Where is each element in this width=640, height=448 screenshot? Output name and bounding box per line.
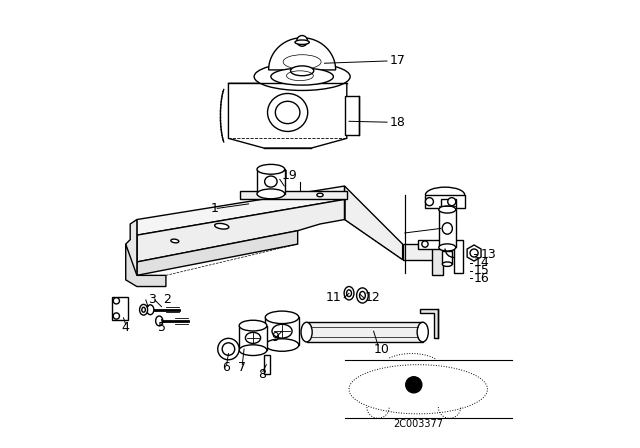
- Ellipse shape: [257, 164, 285, 174]
- Bar: [239, 326, 267, 350]
- Ellipse shape: [257, 189, 285, 199]
- Ellipse shape: [301, 322, 312, 342]
- Bar: [439, 210, 456, 247]
- Ellipse shape: [275, 101, 300, 124]
- Circle shape: [422, 241, 428, 247]
- Text: 7: 7: [238, 361, 246, 375]
- Ellipse shape: [295, 40, 309, 44]
- Polygon shape: [125, 244, 166, 287]
- Ellipse shape: [266, 339, 299, 351]
- Text: 4: 4: [121, 321, 129, 334]
- Ellipse shape: [265, 176, 277, 187]
- Ellipse shape: [360, 292, 365, 299]
- Polygon shape: [425, 195, 465, 208]
- Ellipse shape: [222, 343, 235, 355]
- Ellipse shape: [291, 66, 314, 76]
- Bar: [264, 355, 271, 374]
- Text: 2: 2: [163, 293, 171, 306]
- Text: 18: 18: [389, 116, 405, 129]
- Circle shape: [426, 198, 433, 206]
- Bar: [442, 251, 452, 264]
- Ellipse shape: [266, 311, 299, 323]
- Polygon shape: [403, 244, 443, 260]
- Circle shape: [297, 35, 307, 46]
- Text: 9: 9: [271, 332, 279, 345]
- Text: 6: 6: [222, 361, 230, 375]
- Ellipse shape: [239, 345, 267, 356]
- Ellipse shape: [344, 287, 354, 300]
- Ellipse shape: [268, 94, 308, 131]
- Text: 5: 5: [158, 321, 166, 334]
- Ellipse shape: [356, 288, 368, 303]
- Ellipse shape: [218, 338, 239, 360]
- Ellipse shape: [245, 332, 260, 344]
- Ellipse shape: [147, 305, 154, 314]
- Polygon shape: [137, 199, 344, 262]
- Circle shape: [113, 313, 120, 319]
- Ellipse shape: [417, 322, 428, 342]
- Ellipse shape: [214, 224, 229, 229]
- Polygon shape: [269, 38, 335, 70]
- Circle shape: [470, 249, 478, 257]
- Ellipse shape: [271, 68, 333, 85]
- Text: 11: 11: [326, 291, 342, 304]
- Bar: [307, 322, 423, 342]
- Polygon shape: [419, 240, 463, 273]
- Text: 17: 17: [389, 55, 405, 68]
- Ellipse shape: [239, 320, 267, 331]
- Ellipse shape: [347, 290, 351, 297]
- Polygon shape: [137, 186, 344, 235]
- Ellipse shape: [442, 223, 452, 234]
- Polygon shape: [228, 83, 347, 148]
- Ellipse shape: [156, 316, 163, 326]
- Polygon shape: [344, 186, 403, 260]
- Text: 3: 3: [148, 293, 156, 306]
- Ellipse shape: [254, 63, 350, 90]
- Polygon shape: [420, 309, 438, 338]
- Circle shape: [113, 297, 120, 304]
- Bar: [113, 297, 128, 320]
- Ellipse shape: [142, 307, 145, 312]
- Ellipse shape: [317, 193, 323, 197]
- Ellipse shape: [283, 55, 321, 69]
- Text: 10: 10: [374, 344, 390, 357]
- Circle shape: [406, 377, 422, 393]
- Text: 19: 19: [282, 169, 298, 182]
- Polygon shape: [239, 190, 347, 199]
- Polygon shape: [125, 220, 137, 280]
- Text: 12: 12: [365, 291, 380, 304]
- Bar: [344, 96, 359, 135]
- Text: 2C003377: 2C003377: [393, 418, 444, 429]
- Ellipse shape: [439, 244, 456, 251]
- Text: 8: 8: [259, 368, 266, 381]
- Bar: [257, 169, 285, 194]
- Text: 14: 14: [474, 256, 490, 269]
- Polygon shape: [137, 231, 298, 276]
- Bar: [266, 317, 299, 345]
- Ellipse shape: [171, 239, 179, 243]
- Text: 13: 13: [481, 248, 497, 261]
- Circle shape: [448, 198, 456, 206]
- Text: 1: 1: [211, 202, 218, 215]
- Ellipse shape: [442, 262, 452, 267]
- Text: 16: 16: [474, 272, 490, 285]
- Ellipse shape: [140, 304, 148, 315]
- Polygon shape: [431, 244, 443, 276]
- Ellipse shape: [272, 324, 292, 338]
- Text: 15: 15: [474, 264, 490, 277]
- Ellipse shape: [439, 206, 456, 213]
